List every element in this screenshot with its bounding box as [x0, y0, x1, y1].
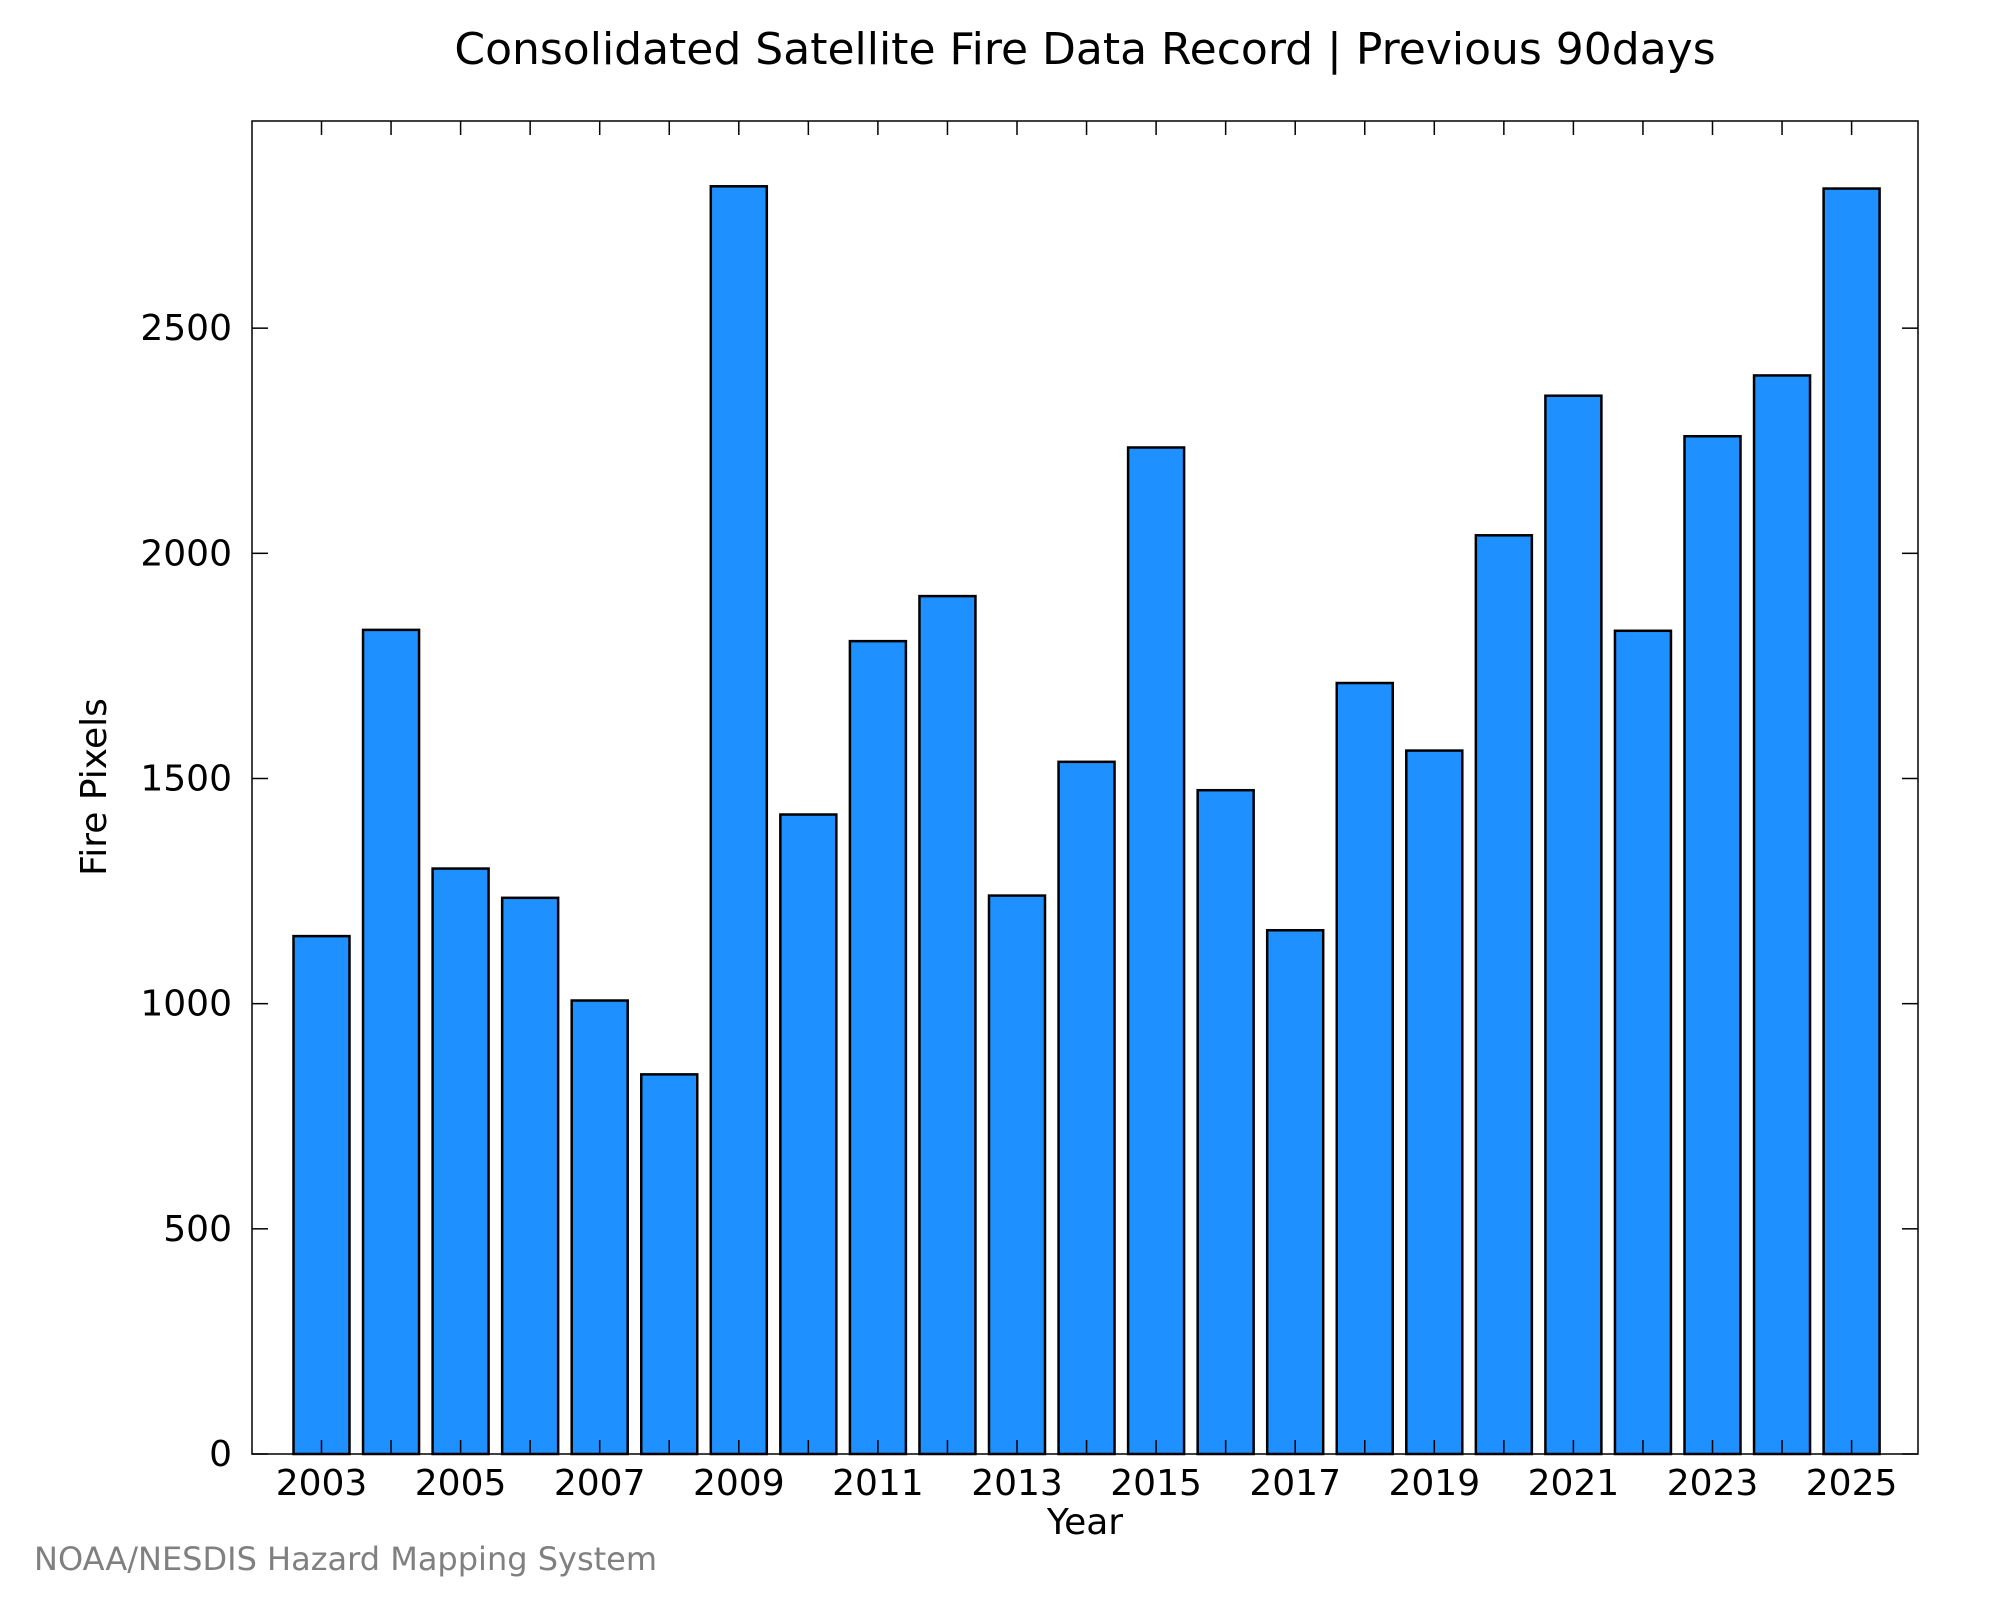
y-axis-label: Fire Pixels [74, 698, 115, 876]
bar-2012 [918, 594, 977, 1456]
plot-frame [251, 120, 1919, 1455]
y-tick-label-500: 500 [163, 1209, 232, 1250]
bar-2017 [1265, 929, 1325, 1456]
y-tick-label-1500: 1500 [140, 758, 232, 799]
bar-2019 [1405, 749, 1464, 1456]
bar-2007 [570, 999, 629, 1456]
bar-2020 [1474, 534, 1534, 1456]
bar-2014 [1057, 760, 1116, 1456]
bar-2016 [1196, 788, 1255, 1456]
bar-2011 [848, 639, 908, 1456]
bar-2015 [1126, 446, 1186, 1456]
chart-title: Consolidated Satellite Fire Data Record … [454, 24, 1715, 75]
bar-2009 [709, 185, 769, 1456]
x-tick-label-2009: 2009 [693, 1463, 785, 1504]
x-tick-label-2011: 2011 [832, 1463, 924, 1504]
x-tick-label-2021: 2021 [1528, 1463, 1620, 1504]
bar-2008 [640, 1073, 699, 1456]
x-tick-label-2013: 2013 [971, 1463, 1063, 1504]
bar-2022 [1613, 629, 1673, 1456]
y-tick-label-2500: 2500 [140, 308, 232, 349]
bar-2010 [779, 813, 838, 1456]
x-tick-label-2005: 2005 [415, 1463, 507, 1504]
bar-2021 [1544, 394, 1603, 1456]
y-tick-label-0: 0 [209, 1434, 232, 1475]
x-tick-label-2019: 2019 [1388, 1463, 1480, 1504]
bar-2023 [1683, 434, 1742, 1456]
x-tick-label-2017: 2017 [1249, 1463, 1341, 1504]
bar-2013 [987, 894, 1047, 1456]
y-tick-label-1000: 1000 [140, 984, 232, 1025]
x-tick-label-2007: 2007 [554, 1463, 646, 1504]
bars-layer [292, 185, 1881, 1456]
x-tick-label-2015: 2015 [1110, 1463, 1202, 1504]
bar-2004 [361, 628, 421, 1456]
x-tick-label-2025: 2025 [1806, 1463, 1898, 1504]
x-tick-label-2003: 2003 [276, 1463, 368, 1504]
x-tick-label-2023: 2023 [1667, 1463, 1759, 1504]
y-tick-label-2000: 2000 [140, 533, 232, 574]
bar-2025 [1822, 187, 1881, 1456]
source-credit: NOAA/NESDIS Hazard Mapping System [34, 1540, 658, 1578]
bar-2005 [431, 867, 490, 1456]
bar-2006 [500, 896, 560, 1456]
bar-2018 [1335, 681, 1394, 1456]
ticks-layer: 0 500 1000 1500 2000 2500 2003 2005 2007 2009 2011… [140, 121, 1918, 1504]
x-axis-label: Year [1046, 1502, 1123, 1543]
bar-2003 [292, 934, 351, 1456]
bar-2024 [1752, 374, 1812, 1456]
